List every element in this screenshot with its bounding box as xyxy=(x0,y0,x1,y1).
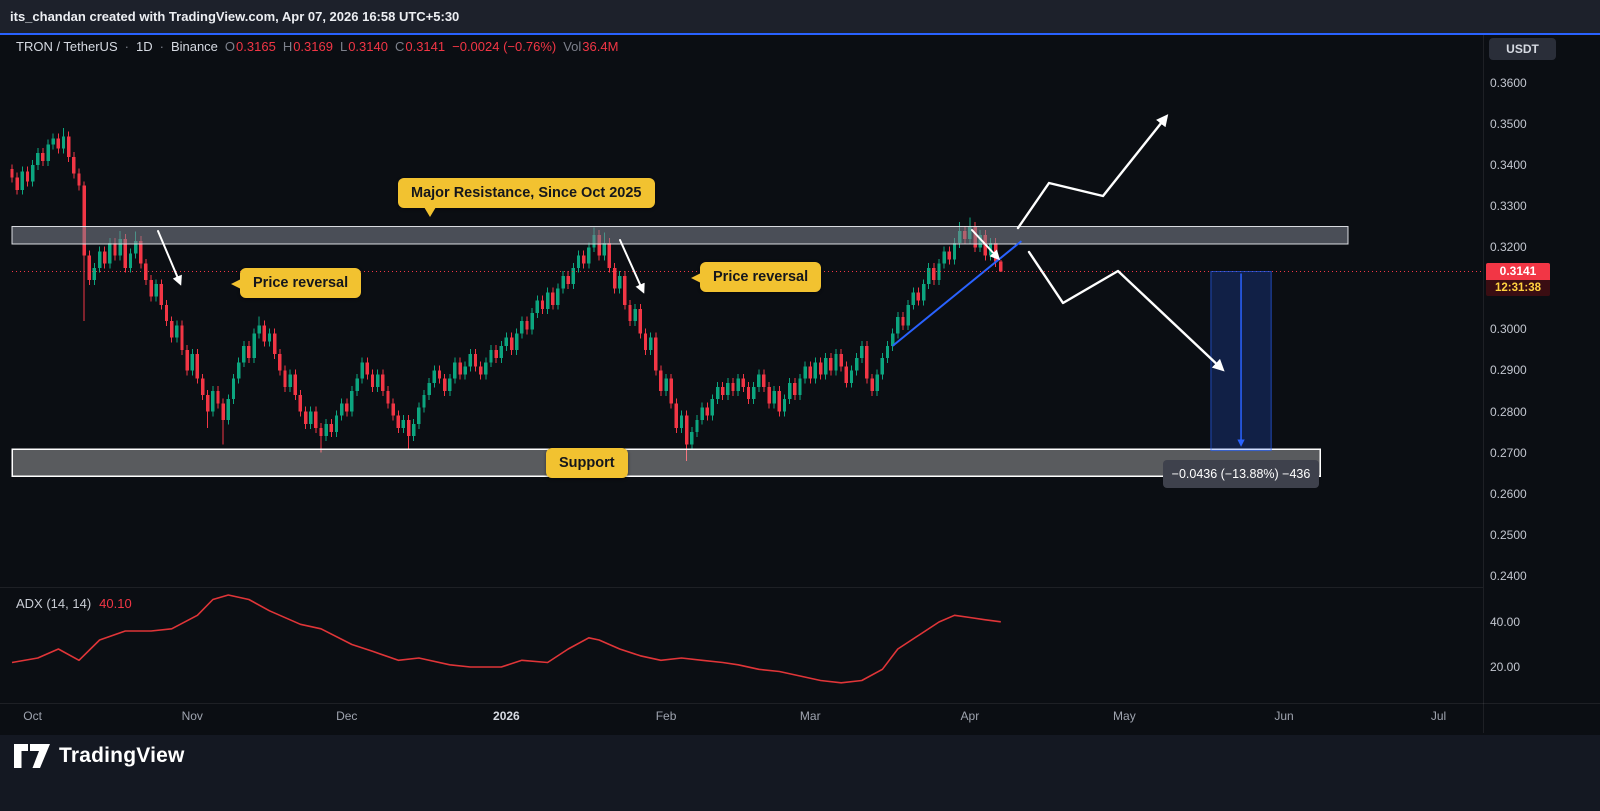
exchange-label: Binance xyxy=(170,39,218,54)
price-range-label[interactable]: −0.0436 (−13.88%) −436 xyxy=(1163,460,1319,488)
callout-support[interactable]: Support xyxy=(546,448,628,478)
price-tick-label: 0.3200 xyxy=(1490,240,1527,255)
indicator-name[interactable]: ADX (14, 14) xyxy=(16,596,92,611)
price-tick-label: 0.2600 xyxy=(1490,486,1527,501)
current-price-tag: 0.3141 12:31:38 xyxy=(1486,263,1550,296)
separator-dot: · xyxy=(159,39,164,54)
ohlc-high: H 0.3169 xyxy=(282,39,333,54)
volume: Vol 36.4M xyxy=(563,39,619,54)
tradingview-wordmark: TradingView xyxy=(59,744,185,767)
price-tick-label: 0.3600 xyxy=(1490,76,1527,90)
bar-countdown: 12:31:38 xyxy=(1486,280,1550,296)
callout-price-reversal-1-text: Price reversal xyxy=(253,275,349,291)
price-tick-label: 0.2700 xyxy=(1490,445,1527,460)
adx-tick-label: 20.00 xyxy=(1490,660,1521,674)
attribution-text: its_chandan created with TradingView.com… xyxy=(10,9,460,24)
price-tick-label: 0.3400 xyxy=(1490,158,1527,173)
price-axis[interactable]: 0.3600 0.3500 0.3400 0.3300 0.3200 0.3000 0.29… xyxy=(1490,0,1595,811)
symbol-name[interactable]: TRON / TetherUS xyxy=(16,39,118,54)
symbol-legend: TRON / TetherUS · 1D · Binance O 0.3165 H… xyxy=(16,39,618,54)
horizontal-blue-line[interactable] xyxy=(0,33,1600,35)
chart-background xyxy=(0,35,1600,735)
ohlc-close: C 0.3141 xyxy=(394,39,446,54)
attribution-bar: its_chandan created with TradingView.com… xyxy=(0,0,1600,33)
ohlc-low: L 0.3140 xyxy=(339,39,388,54)
price-tick-label: 0.2400 xyxy=(1490,568,1527,583)
callout-price-reversal-2-text: Price reversal xyxy=(713,269,809,285)
price-tick-label: 0.2900 xyxy=(1490,363,1527,378)
adx-tick-label: 40.00 xyxy=(1490,615,1521,629)
price-tick-label: 0.3300 xyxy=(1490,199,1527,214)
tradingview-logomark xyxy=(14,744,50,768)
callout-price-reversal-1[interactable]: Price reversal xyxy=(230,268,362,298)
footer-bar xyxy=(0,735,1600,811)
indicator-legend[interactable]: ADX (14, 14) 40.10 xyxy=(16,596,132,611)
ohlc-open: O 0.3165 xyxy=(224,39,276,54)
callout-major-resistance-text: Major Resistance, Since Oct 2025 xyxy=(411,185,642,201)
price-tick-label: 0.2800 xyxy=(1490,404,1527,419)
price-tick-label: 0.3000 xyxy=(1490,322,1527,337)
price-change: −0.0024 (−0.76%) xyxy=(452,39,557,54)
interval-label[interactable]: 1D xyxy=(135,39,153,54)
callout-major-resistance[interactable]: Major Resistance, Since Oct 2025 xyxy=(398,178,655,217)
price-tick-label: 0.2500 xyxy=(1490,527,1527,542)
currency-toggle-button[interactable]: USDT xyxy=(1489,38,1556,60)
indicator-value: 40.10 xyxy=(99,596,132,611)
price-tick-label: 0.3500 xyxy=(1490,117,1527,132)
separator-dot: · xyxy=(124,39,129,54)
callout-support-text: Support xyxy=(559,455,615,471)
current-price-value: 0.3141 xyxy=(1486,263,1550,280)
tradingview-logo[interactable]: TradingView xyxy=(14,744,185,768)
callout-price-reversal-2[interactable]: Price reversal xyxy=(690,262,822,292)
